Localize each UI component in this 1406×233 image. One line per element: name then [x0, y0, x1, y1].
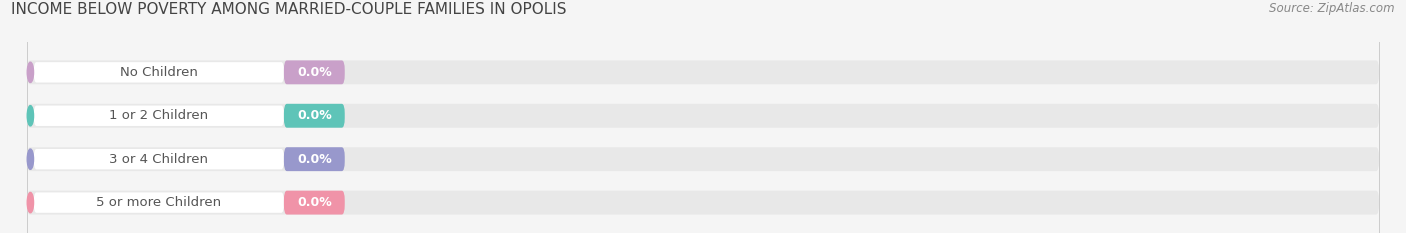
Text: 0.0%: 0.0% — [297, 109, 332, 122]
FancyBboxPatch shape — [284, 191, 344, 215]
FancyBboxPatch shape — [27, 147, 1379, 171]
Text: No Children: No Children — [120, 66, 198, 79]
FancyBboxPatch shape — [34, 106, 284, 126]
Text: INCOME BELOW POVERTY AMONG MARRIED-COUPLE FAMILIES IN OPOLIS: INCOME BELOW POVERTY AMONG MARRIED-COUPL… — [11, 2, 567, 17]
FancyBboxPatch shape — [27, 60, 1379, 84]
Text: 0.0%: 0.0% — [297, 153, 332, 166]
FancyBboxPatch shape — [34, 192, 284, 213]
Circle shape — [27, 149, 34, 169]
Text: 0.0%: 0.0% — [297, 66, 332, 79]
Text: 5 or more Children: 5 or more Children — [96, 196, 221, 209]
FancyBboxPatch shape — [284, 60, 344, 84]
Text: Source: ZipAtlas.com: Source: ZipAtlas.com — [1270, 2, 1395, 15]
Circle shape — [27, 106, 34, 126]
Text: 1 or 2 Children: 1 or 2 Children — [110, 109, 208, 122]
FancyBboxPatch shape — [27, 104, 1379, 128]
FancyBboxPatch shape — [284, 104, 344, 128]
Circle shape — [27, 192, 34, 213]
Text: 0.0%: 0.0% — [297, 196, 332, 209]
FancyBboxPatch shape — [34, 62, 284, 82]
FancyBboxPatch shape — [284, 147, 344, 171]
FancyBboxPatch shape — [34, 149, 284, 169]
FancyBboxPatch shape — [27, 191, 1379, 215]
Circle shape — [27, 62, 34, 82]
Text: 3 or 4 Children: 3 or 4 Children — [110, 153, 208, 166]
